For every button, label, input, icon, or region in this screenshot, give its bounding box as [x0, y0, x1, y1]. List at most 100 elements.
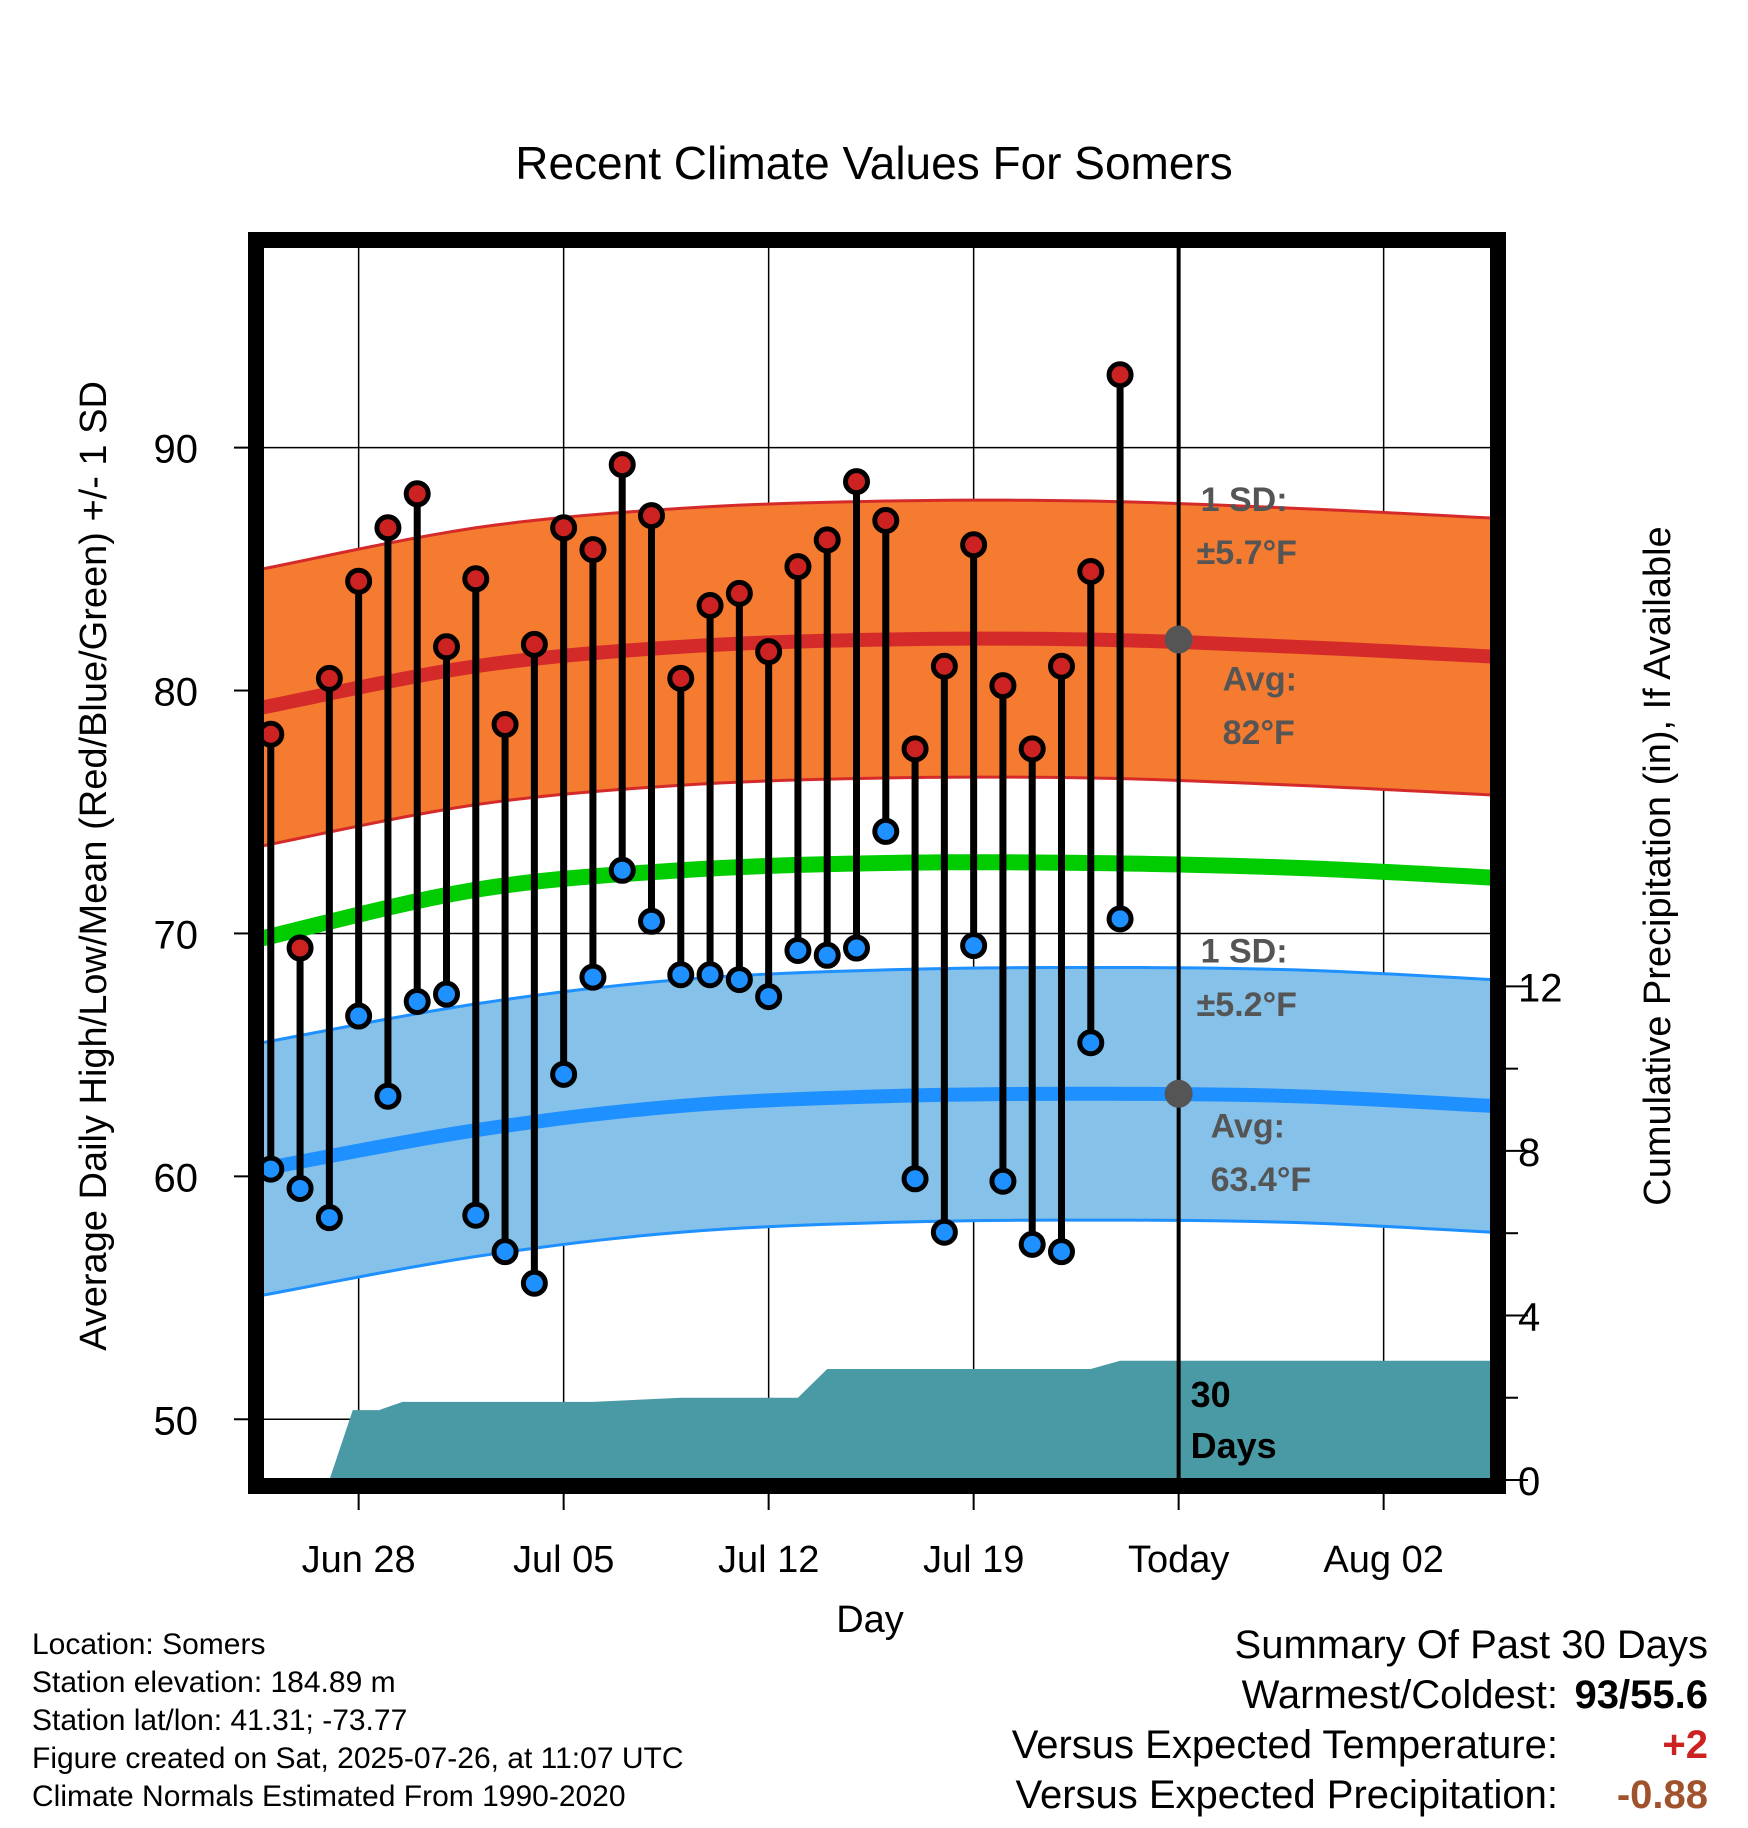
x-tick-label: Jul 19	[923, 1539, 1024, 1581]
daily-high-point	[286, 934, 314, 962]
daily-low-point	[930, 1218, 958, 1246]
daily-low-point	[843, 934, 870, 962]
x-tick-label: Jul 05	[513, 1539, 614, 1581]
daily-low-point	[315, 1204, 343, 1232]
daily-high-point	[667, 664, 695, 692]
precip-value: -0.88	[1616, 1773, 1708, 1817]
precip-label: Versus Expected Precipitation:	[1015, 1773, 1558, 1817]
daily-high-point	[872, 506, 900, 534]
summary-temp-row: Versus Expected Temperature: +2	[1012, 1720, 1708, 1770]
daily-low-point	[491, 1238, 519, 1266]
summary-precip-row: Versus Expected Precipitation: -0.88	[1012, 1770, 1708, 1820]
daily-low-point	[901, 1165, 929, 1193]
daily-high-point	[315, 664, 343, 692]
daily-high-point	[930, 652, 958, 680]
daily-high-point	[901, 735, 929, 763]
daily-high-point	[755, 638, 783, 666]
station-info: Location: Somers Station elevation: 184.…	[32, 1626, 684, 1816]
plot-frame	[248, 232, 1506, 1494]
daily-high-point	[1077, 558, 1105, 586]
daily-low-point	[696, 961, 724, 989]
days-label: Days	[1191, 1425, 1277, 1466]
daily-high-point	[960, 531, 988, 559]
daily-high-point	[550, 514, 578, 542]
daily-low-point	[403, 987, 431, 1015]
daily-low-point	[520, 1269, 548, 1297]
x-tick-label: Jun 28	[302, 1539, 416, 1581]
daily-low-point	[725, 966, 753, 994]
daily-low-point	[579, 963, 607, 991]
daily-low-point	[286, 1175, 314, 1203]
daily-low-point	[989, 1167, 1017, 1195]
daily-high-point	[1048, 652, 1075, 680]
daily-low-point	[345, 1002, 373, 1030]
high-sd-value: ±5.7°F	[1197, 534, 1297, 572]
normals-text: Climate Normals Estimated From 1990-2020	[32, 1780, 626, 1813]
daily-high-point	[725, 579, 753, 607]
y-tick-label: 60	[154, 1156, 199, 1200]
high-avg-label: Avg:	[1223, 661, 1297, 699]
low-avg-marker	[1164, 1079, 1193, 1108]
y-axis-label: Average Daily High/Low/Mean (Red/Blue/Gr…	[73, 381, 115, 1351]
y-axis-label-right: Cumulative Precipitation (in), If Availa…	[1637, 526, 1679, 1205]
y-tick-label: 50	[154, 1399, 199, 1443]
daily-high-point	[989, 672, 1017, 700]
low-avg-label: Avg:	[1211, 1107, 1285, 1145]
temp-value: +2	[1662, 1723, 1708, 1767]
warmest-label: Warmest/Coldest:	[1241, 1673, 1558, 1717]
high-avg-value: 82°F	[1223, 714, 1295, 752]
daily-high-point	[462, 565, 490, 593]
y-tick-label: 70	[154, 913, 199, 957]
y-tick-label-right: 4	[1518, 1295, 1540, 1339]
daily-low-point	[433, 980, 460, 1008]
daily-high-point	[608, 451, 636, 479]
daily-high-point	[403, 480, 431, 508]
daily-high-point	[520, 630, 548, 658]
plot-area: 1 SD: ±5.7°F Avg: 82°F 1 SD: ±5.2°F Avg: 63.4°F…	[154, 232, 1563, 1581]
x-tick-label: Aug 02	[1323, 1539, 1443, 1581]
daily-low-point	[667, 961, 695, 989]
y-tick-label-right: 0	[1518, 1460, 1540, 1504]
high-sd-label: 1 SD:	[1201, 481, 1288, 519]
daily-high-point	[491, 711, 519, 739]
y-tick-label: 90	[154, 428, 199, 472]
y-tick-label-right: 12	[1518, 966, 1563, 1010]
daily-low-point	[374, 1082, 402, 1110]
low-sd-label: 1 SD:	[1201, 933, 1288, 971]
daily-low-point	[462, 1201, 490, 1229]
daily-high-point	[638, 502, 665, 530]
low-avg-value: 63.4°F	[1211, 1161, 1312, 1199]
daily-low-point	[1018, 1230, 1046, 1258]
chart-title: Recent Climate Values For Somers	[515, 137, 1233, 189]
location-text: Location: Somers	[32, 1628, 266, 1661]
warmest-value: 93/55.6	[1574, 1673, 1708, 1717]
daily-high-point	[433, 633, 460, 661]
daily-low-point	[550, 1060, 578, 1088]
daily-low-point	[1048, 1238, 1075, 1266]
x-axis-label: Day	[836, 1599, 904, 1641]
latlon-text: Station lat/lon: 41.31; -73.77	[32, 1704, 408, 1737]
daily-high-point	[696, 592, 724, 620]
created-text: Figure created on Sat, 2025-07-26, at 11…	[32, 1742, 684, 1775]
daily-high-point	[784, 553, 812, 581]
daily-low-point	[638, 907, 665, 935]
x-tick-label: Today	[1128, 1539, 1229, 1581]
daily-low-point	[960, 932, 988, 960]
x-tick-label: Jul 12	[718, 1539, 819, 1581]
y-tick-label: 80	[154, 671, 199, 715]
precip-area	[262, 1360, 1492, 1480]
summary-heading: Summary Of Past 30 Days	[1234, 1623, 1708, 1667]
daily-low-point	[1106, 905, 1134, 933]
days-count: 30	[1191, 1374, 1231, 1415]
daily-high-point	[345, 567, 373, 595]
normal-high-sd-band	[262, 498, 1492, 848]
high-avg-marker	[1164, 625, 1193, 654]
summary-panel: Summary Of Past 30 Days Warmest/Coldest:…	[1012, 1620, 1708, 1820]
daily-high-point	[374, 514, 402, 542]
daily-low-point	[755, 983, 783, 1011]
daily-low-point	[813, 941, 841, 969]
elevation-text: Station elevation: 184.89 m	[32, 1666, 396, 1699]
daily-high-point	[1106, 361, 1134, 389]
temp-label: Versus Expected Temperature:	[1011, 1723, 1558, 1767]
daily-low-point	[872, 817, 900, 845]
